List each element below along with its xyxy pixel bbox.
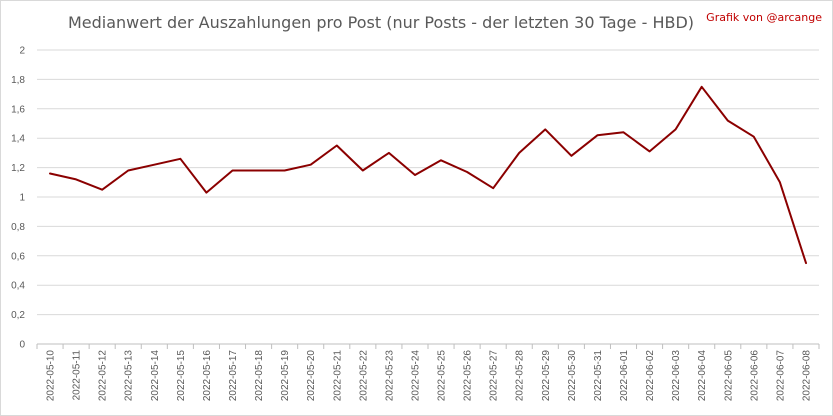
- chart-title: Medianwert der Auszahlungen pro Post (nu…: [67, 13, 695, 32]
- x-tick-label: 2022-05-16: [202, 350, 213, 402]
- x-tick-label: 2022-05-29: [541, 350, 552, 402]
- x-tick-label: 2022-05-24: [410, 350, 421, 402]
- x-tick-label: 2022-05-27: [489, 350, 500, 402]
- x-tick-label: 2022-06-07: [775, 350, 786, 402]
- series-line-group: [49, 85, 807, 265]
- x-tick-label: 2022-05-22: [358, 350, 369, 402]
- y-tick-label: 0,8: [11, 222, 25, 233]
- x-tick-label: 2022-05-30: [567, 350, 578, 402]
- y-tick-label: 0,6: [11, 251, 25, 262]
- x-tick-label: 2022-05-11: [72, 350, 83, 401]
- y-tick-label: 0,4: [11, 281, 25, 292]
- series-line: [49, 85, 807, 265]
- y-tick-label: 1,6: [11, 104, 25, 115]
- y-axis-ticks: 0 0,2 0,4 0,6 0,8 1 1,2 1,4 1,6 1,8 2: [11, 46, 25, 351]
- y-tick-label: 0: [19, 340, 25, 351]
- x-axis-ticks: 2022-05-10 2022-05-11 2022-05-12 2022-05-13…: [46, 350, 813, 402]
- x-tick-label: 2022-05-31: [593, 350, 604, 402]
- x-tick-label: 2022-05-26: [463, 350, 474, 402]
- x-tick-label: 2022-06-05: [723, 350, 734, 402]
- x-tick-label: 2022-05-25: [437, 350, 448, 402]
- x-tick-label: 2022-05-28: [515, 350, 526, 402]
- x-tick-label: 2022-05-12: [98, 350, 109, 402]
- x-tick-label: 2022-05-17: [228, 350, 239, 402]
- x-tick-label: 2022-06-04: [697, 350, 708, 402]
- y-tick-label: 1,2: [11, 163, 25, 174]
- chart-credit: Grafik von @arcange: [706, 11, 822, 24]
- x-tick-label: 2022-05-18: [254, 350, 265, 402]
- x-tick-label: 2022-05-21: [332, 350, 343, 402]
- y-tick-label: 0,2: [11, 310, 25, 321]
- x-tick-label: 2022-05-10: [46, 350, 57, 402]
- x-tick-label: 2022-06-06: [749, 350, 760, 402]
- y-tick-label: 1: [19, 193, 25, 204]
- grid-lines: [37, 49, 819, 316]
- x-tick-label: 2022-05-23: [384, 350, 395, 402]
- x-tick-label: 2022-05-20: [306, 350, 317, 402]
- x-tick-label: 2022-05-14: [150, 350, 161, 402]
- y-tick-label: 1,4: [11, 134, 25, 145]
- y-tick-label: 2: [19, 46, 25, 57]
- x-tick-label: 2022-05-19: [280, 350, 291, 402]
- x-tick-label: 2022-06-03: [671, 350, 682, 402]
- y-tick-label: 1,8: [11, 75, 25, 86]
- x-tick-label: 2022-06-01: [619, 350, 630, 402]
- x-tick-label: 2022-06-02: [645, 350, 656, 402]
- x-tick-label: 2022-05-15: [176, 350, 187, 402]
- x-tick-label: 2022-05-13: [124, 350, 135, 402]
- x-axis: [36, 343, 820, 349]
- x-tick-label: 2022-06-08: [801, 350, 812, 402]
